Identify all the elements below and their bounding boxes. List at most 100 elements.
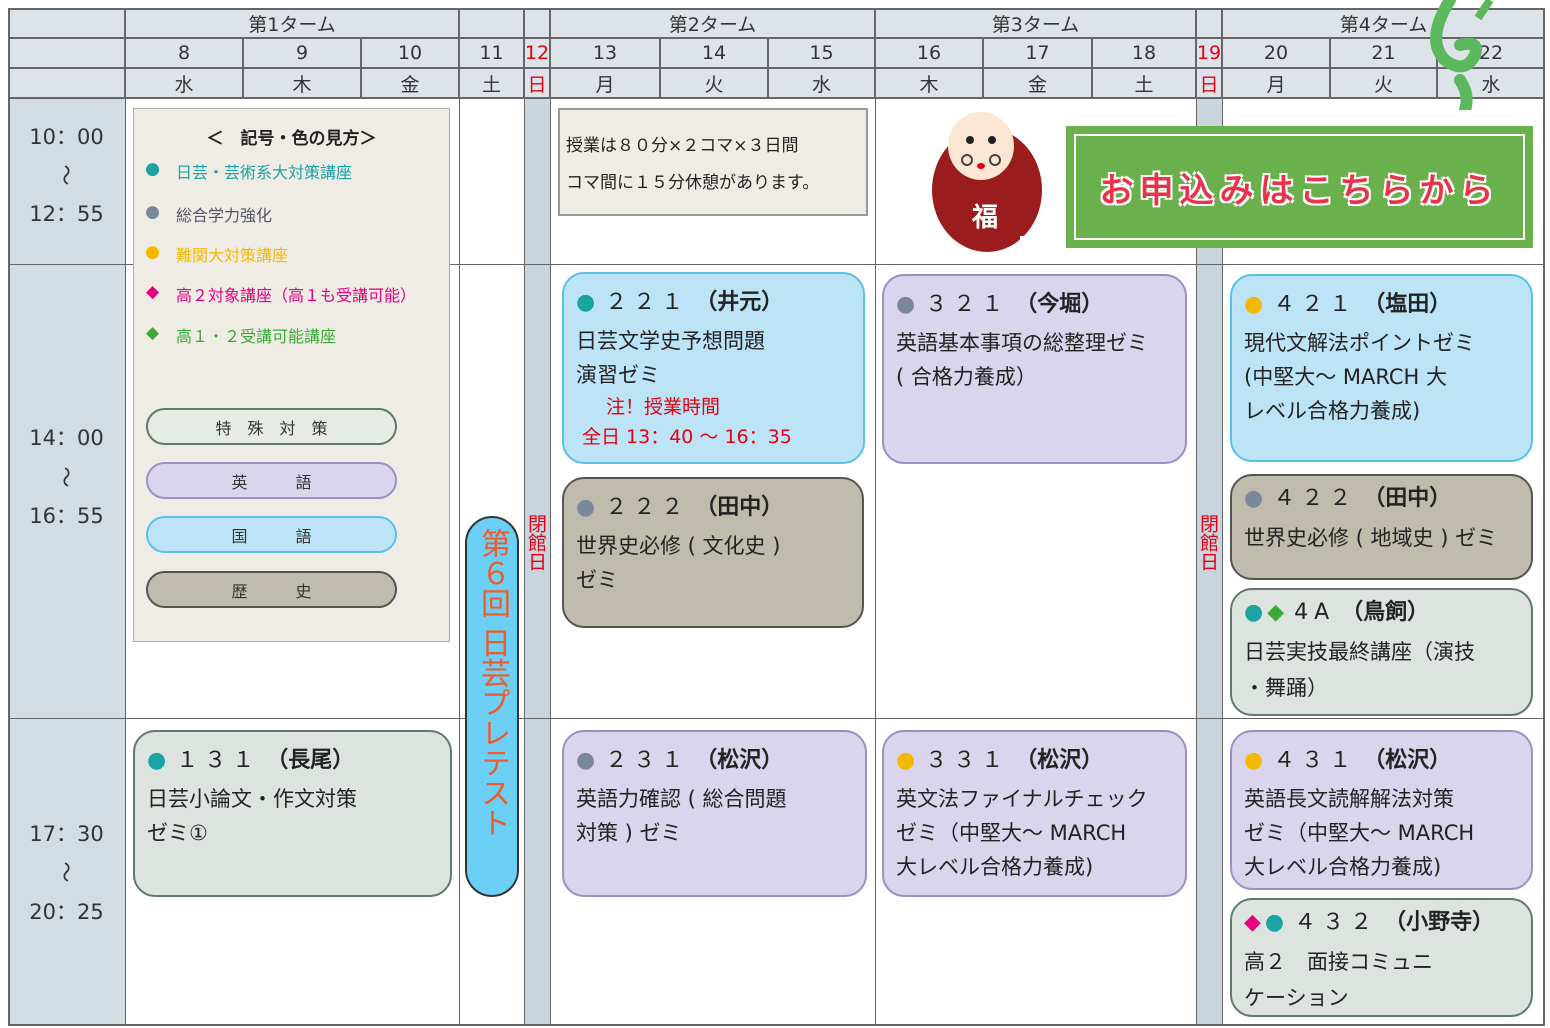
date: 12 — [524, 38, 550, 68]
course-title: ● ４２２ （田中） — [1244, 482, 1519, 516]
course-title: ● ◆ 4A （鳥飼） — [1244, 596, 1519, 630]
legend-symbol: ◆ — [145, 323, 160, 343]
course-line: ゼミ① — [147, 821, 208, 845]
grid-line — [8, 98, 1545, 99]
course-code: ４２２ — [1273, 486, 1358, 511]
decoration — [1430, 0, 1494, 110]
course-teacher: （井元） — [695, 290, 784, 315]
course-mark: ● — [1244, 600, 1264, 625]
course-line: 英語力確認 ( 総合問題 — [576, 787, 787, 811]
date: 15 — [768, 38, 875, 68]
course-title: ● ４３１ （松沢） — [1244, 744, 1519, 778]
course-mark: ● — [1244, 292, 1264, 317]
period-start: 14：00 — [29, 426, 104, 450]
course-line: ( 合格力養成） — [896, 365, 1037, 389]
course-mark: ● — [1244, 486, 1264, 511]
course-teacher: （今堀） — [1015, 292, 1104, 317]
period-start: 10：00 — [29, 125, 104, 149]
legend-text: 高１・２受講可能講座 — [176, 327, 337, 346]
course-title: ● ２２２ （田中） — [576, 491, 850, 525]
category: 国 語 — [146, 516, 397, 553]
course-line: 英文法ファイナルチェック — [896, 787, 1148, 811]
course-code: 4A — [1294, 600, 1336, 625]
category: 歴 史 — [146, 571, 397, 608]
pretest: 第６回 日芸プレテスト — [465, 516, 519, 897]
legend-symbol: ● — [145, 242, 160, 262]
weekday: 木 — [875, 68, 983, 98]
course-mark: ● — [896, 748, 916, 773]
weekday: 火 — [1330, 68, 1437, 98]
course-mark: ● — [576, 748, 596, 773]
period-end: 16：55 — [29, 504, 104, 528]
grid-line — [125, 98, 126, 1026]
cta-button[interactable]: お申込みはこちらから — [1066, 126, 1533, 248]
course-line: ゼミ（中堅大～ MARCH — [1244, 821, 1475, 845]
date: 8 — [125, 38, 243, 68]
course-code: ３３１ — [925, 748, 1010, 773]
course-mark: ◆ — [1244, 910, 1261, 935]
legend-text: 日芸・芸術系大対策講座 — [176, 163, 353, 182]
course-card: ◆ ● ４３２ （小野寺） 高２ 面接コミュニ ケーション — [1230, 898, 1533, 1017]
course-note: 注！授業時間 — [606, 396, 721, 418]
course-title: ● ３３１ （松沢） — [896, 744, 1173, 778]
course-line: 日芸小論文・作文対策 — [147, 787, 357, 811]
period-end: 12：55 — [29, 202, 104, 226]
course-teacher: （松沢） — [1015, 748, 1104, 773]
course-mark: ● — [1244, 748, 1264, 773]
course-card: ● ３３１ （松沢） 英文法ファイナルチェック ゼミ（中堅大～ MARCH 大レベル合格力… — [882, 730, 1187, 897]
frame — [8, 8, 1545, 1026]
legend-text: 高２対象講座（高１も受講可能） — [176, 286, 417, 305]
grid-line — [8, 718, 1545, 719]
grid-line — [1196, 98, 1197, 1026]
category: 英 語 — [146, 462, 397, 499]
closed-column — [524, 98, 550, 1026]
course-code: ３２１ — [925, 292, 1010, 317]
course-line: 大レベル合格力養成) — [896, 855, 1094, 879]
weekday: 木 — [243, 68, 361, 98]
closed-column — [1196, 98, 1222, 1026]
course-teacher: （小野寺） — [1384, 910, 1495, 935]
course-code: ４３２ — [1294, 910, 1379, 935]
note-box: 授業は８０分×２コマ×３日間 コマ間に１５分休憩があります。 — [558, 108, 868, 216]
grid-line — [8, 264, 1545, 265]
date: 17 — [983, 38, 1092, 68]
legend-text: 総合学力強化 — [176, 206, 273, 225]
legend-title: ＜ 記号・色の見方＞ — [206, 129, 377, 149]
grid-line — [875, 98, 876, 1026]
legend-symbol: ● — [145, 159, 160, 179]
weekday: 月 — [1222, 68, 1330, 98]
course-line: ゼミ — [576, 568, 618, 592]
weekday: 金 — [361, 68, 459, 98]
course-line: ケーション — [1244, 986, 1349, 1010]
course-line: ・舞踊） — [1244, 676, 1328, 700]
course-title: ● ３２１ （今堀） — [896, 288, 1173, 322]
grid-line — [459, 98, 460, 1026]
course-card: ● ２２１ （井元） 日芸文学史予想問題 演習ゼミ 注！授業時間 全日 13：40 ～ 16… — [562, 272, 865, 464]
course-line: 対策 ) ゼミ — [576, 821, 682, 845]
course-code: ２３１ — [605, 748, 690, 773]
course-code: ４２１ — [1273, 292, 1358, 317]
course-line: 世界史必修 ( 地域史 ) ゼミ — [1244, 526, 1498, 550]
course-card: ● ◆ 4A （鳥飼） 日芸実技最終講座（演技 ・舞踊） — [1230, 588, 1533, 716]
course-mark: ● — [576, 290, 596, 315]
date: 14 — [660, 38, 768, 68]
cta-label[interactable]: お申込みはこちらから — [1074, 134, 1525, 240]
course-line: (中堅大～ MARCH 大 — [1244, 365, 1448, 389]
date: 10 — [361, 38, 459, 68]
course-card: ● ２２２ （田中） 世界史必修 ( 文化史 ) ゼミ — [562, 477, 864, 628]
course-title: ● １３１ （長尾） — [147, 744, 438, 778]
weekday: 水 — [768, 68, 875, 98]
course-title: ◆ ● ４３２ （小野寺） — [1244, 906, 1519, 940]
mascot: 福 — [932, 112, 1052, 252]
course-line: 現代文解法ポイントゼミ — [1244, 331, 1475, 355]
weekday: 金 — [983, 68, 1092, 98]
weekday: 火 — [660, 68, 768, 98]
course-line: 世界史必修 ( 文化史 ) — [576, 534, 781, 558]
header-bg — [8, 8, 1545, 98]
course-card: ● ３２１ （今堀） 英語基本事項の総整理ゼミ ( 合格力養成） — [882, 274, 1187, 464]
course-line: ゼミ（中堅大～ MARCH — [896, 821, 1127, 845]
course-teacher: （塩田） — [1363, 292, 1452, 317]
note-line: 授業は８０分×２コマ×３日間 — [566, 136, 799, 156]
course-line: 英語長文読解解法対策 — [1244, 787, 1454, 811]
